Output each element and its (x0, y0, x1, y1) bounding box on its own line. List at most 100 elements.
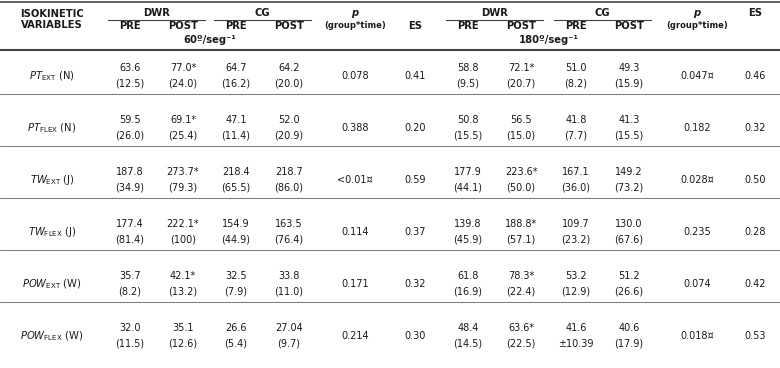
Text: CG: CG (594, 8, 610, 18)
Text: (50.0): (50.0) (506, 183, 536, 193)
Text: (12.5): (12.5) (115, 79, 144, 89)
Text: (26.6): (26.6) (615, 287, 643, 297)
Text: 222.1*: 222.1* (167, 219, 200, 229)
Text: (20.9): (20.9) (275, 131, 303, 141)
Text: 53.2: 53.2 (566, 271, 587, 281)
Text: $POW_{\rm EXT}$ (W): $POW_{\rm EXT}$ (W) (22, 277, 82, 291)
Text: 167.1: 167.1 (562, 167, 590, 177)
Text: (15.9): (15.9) (615, 79, 643, 89)
Text: (12.9): (12.9) (562, 287, 590, 297)
Text: PRE: PRE (457, 21, 479, 31)
Text: (34.9): (34.9) (115, 183, 144, 193)
Text: (15.0): (15.0) (506, 131, 536, 141)
Text: 78.3*: 78.3* (508, 271, 534, 281)
Text: 35.1: 35.1 (172, 323, 193, 333)
Text: 177.4: 177.4 (116, 219, 144, 229)
Text: 41.6: 41.6 (566, 323, 587, 333)
Text: 0.074: 0.074 (683, 279, 711, 289)
Text: 218.4: 218.4 (222, 167, 250, 177)
Text: 0.388: 0.388 (342, 123, 369, 133)
Text: 130.0: 130.0 (615, 219, 643, 229)
Text: (25.4): (25.4) (168, 131, 197, 141)
Text: 63.6: 63.6 (119, 63, 140, 73)
Text: 187.8: 187.8 (116, 167, 144, 177)
Text: 59.5: 59.5 (119, 115, 141, 125)
Text: PRE: PRE (225, 21, 246, 31)
Text: 154.9: 154.9 (222, 219, 250, 229)
Text: 64.2: 64.2 (278, 63, 300, 73)
Text: (67.6): (67.6) (615, 235, 643, 245)
Text: 188.8*: 188.8* (505, 219, 537, 229)
Text: (26.0): (26.0) (115, 131, 144, 141)
Text: (57.1): (57.1) (506, 235, 536, 245)
Text: 0.50: 0.50 (744, 175, 766, 185)
Text: 0.114: 0.114 (342, 227, 369, 237)
Text: 163.5: 163.5 (275, 219, 303, 229)
Text: 49.3: 49.3 (619, 63, 640, 73)
Text: DWR: DWR (481, 8, 508, 18)
Text: p: p (693, 8, 700, 18)
Text: 41.3: 41.3 (619, 115, 640, 125)
Text: (5.4): (5.4) (225, 339, 247, 349)
Text: 0.235: 0.235 (683, 227, 711, 237)
Text: 40.6: 40.6 (619, 323, 640, 333)
Text: 223.6*: 223.6* (505, 167, 537, 177)
Text: 0.182: 0.182 (683, 123, 711, 133)
Text: 0.20: 0.20 (404, 123, 426, 133)
Text: 0.214: 0.214 (341, 331, 369, 341)
Text: 51.0: 51.0 (566, 63, 587, 73)
Text: 0.30: 0.30 (404, 331, 426, 341)
Text: (9.5): (9.5) (456, 79, 480, 89)
Text: 52.0: 52.0 (278, 115, 300, 125)
Text: (100): (100) (170, 235, 196, 245)
Text: 63.6*: 63.6* (508, 323, 534, 333)
Text: (76.4): (76.4) (275, 235, 303, 245)
Text: (20.7): (20.7) (506, 79, 536, 89)
Text: 273.7*: 273.7* (167, 167, 200, 177)
Text: 48.4: 48.4 (457, 323, 479, 333)
Text: 58.8: 58.8 (457, 63, 479, 73)
Text: (13.2): (13.2) (168, 287, 197, 297)
Text: CG: CG (255, 8, 271, 18)
Text: 26.6: 26.6 (225, 323, 246, 333)
Text: (81.4): (81.4) (115, 235, 144, 245)
Text: POST: POST (614, 21, 644, 31)
Text: 69.1*: 69.1* (170, 115, 196, 125)
Text: (11.0): (11.0) (275, 287, 303, 297)
Text: (16.9): (16.9) (453, 287, 483, 297)
Text: (16.2): (16.2) (222, 79, 250, 89)
Text: (79.3): (79.3) (168, 183, 197, 193)
Text: 77.0*: 77.0* (170, 63, 197, 73)
Text: 61.8: 61.8 (457, 271, 479, 281)
Text: (22.5): (22.5) (506, 339, 536, 349)
Text: 218.7: 218.7 (275, 167, 303, 177)
Text: (20.0): (20.0) (275, 79, 303, 89)
Text: 0.018¤: 0.018¤ (680, 331, 714, 341)
Text: 0.37: 0.37 (404, 227, 426, 237)
Text: 0.28: 0.28 (744, 227, 766, 237)
Text: 0.42: 0.42 (744, 279, 766, 289)
Text: (8.2): (8.2) (565, 79, 587, 89)
Text: POST: POST (274, 21, 304, 31)
Text: (7.7): (7.7) (565, 131, 587, 141)
Text: (9.7): (9.7) (278, 339, 300, 349)
Text: ±10.39: ±10.39 (558, 339, 594, 349)
Text: 0.047¤: 0.047¤ (680, 71, 714, 81)
Text: $TW_{\rm FLEX}$ (J): $TW_{\rm FLEX}$ (J) (28, 225, 76, 239)
Text: (23.2): (23.2) (562, 235, 590, 245)
Text: 27.04: 27.04 (275, 323, 303, 333)
Text: (15.5): (15.5) (453, 131, 483, 141)
Text: ISOKINETIC
VARIABLES: ISOKINETIC VARIABLES (20, 9, 84, 30)
Text: p: p (352, 8, 359, 18)
Text: (36.0): (36.0) (562, 183, 590, 193)
Text: ES: ES (408, 21, 422, 31)
Text: (22.4): (22.4) (506, 287, 536, 297)
Text: 33.8: 33.8 (278, 271, 300, 281)
Text: 0.171: 0.171 (341, 279, 369, 289)
Text: (group*time): (group*time) (324, 21, 386, 31)
Text: (44.1): (44.1) (453, 183, 483, 193)
Text: 64.7: 64.7 (225, 63, 246, 73)
Text: 35.7: 35.7 (119, 271, 141, 281)
Text: (14.5): (14.5) (453, 339, 483, 349)
Text: 32.0: 32.0 (119, 323, 140, 333)
